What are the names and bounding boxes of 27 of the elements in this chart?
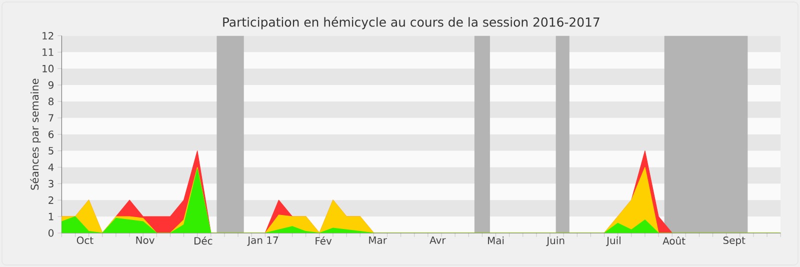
x-tick-label: Juin [546,236,564,246]
y-axis-title: Séances par semaine [30,78,41,190]
y-tick-label: 5 [48,147,54,154]
x-tick-label: Jan 17 [247,236,278,246]
x-tick-label: Mai [488,236,504,244]
y-tick-label: 6 [48,130,54,138]
x-tick-label: Mar [369,236,387,244]
y-tick-label: 10 [42,64,54,72]
y-tick-label: 9 [48,81,54,89]
chart-title: Participation en hémicycle au cours de la session 2016-2017 [223,16,600,30]
y-tick-label: 2 [48,196,54,204]
y-tick-label: 4 [48,164,54,171]
x-tick-label: Juil [606,236,620,246]
x-tick-label: Sept [723,236,746,246]
x-tick-label: Déc [194,236,212,245]
y-tick-label: 0 [48,229,54,237]
x-tick-label: Nov [136,236,154,244]
y-tick-label: 3 [48,180,54,188]
y-tick-label: 1 [48,212,54,220]
x-tick-label: Fév [316,236,332,245]
y-tick-label: 11 [42,48,54,56]
x-tick-label: Oct [76,236,94,244]
y-tick-label: 8 [48,98,54,106]
y-tick-label: 12 [42,32,54,40]
y-tick-label: 7 [48,114,54,122]
x-tick-label: Août [662,236,686,245]
x-tick-label: Avr [430,236,446,244]
